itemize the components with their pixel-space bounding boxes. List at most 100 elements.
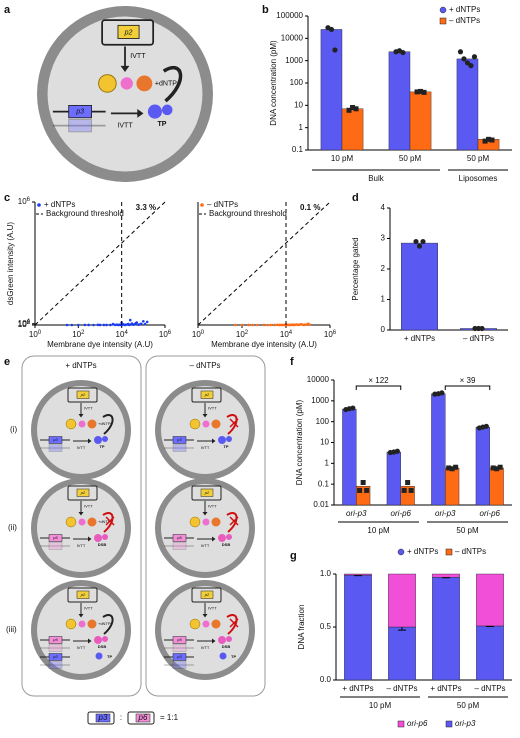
legend-marker bbox=[445, 720, 453, 728]
diagonal-threshold bbox=[197, 201, 331, 326]
cell-text: TP bbox=[107, 654, 112, 659]
x-tick-label: 104 bbox=[116, 330, 129, 340]
product bbox=[161, 104, 173, 116]
data-point bbox=[416, 243, 423, 249]
cell-text: p3 bbox=[52, 654, 58, 659]
molecule bbox=[65, 618, 77, 630]
data-point bbox=[123, 323, 127, 327]
data-point bbox=[266, 323, 270, 327]
cell-text: IVTT bbox=[201, 645, 210, 650]
legend-label: – dNTPs bbox=[455, 547, 486, 556]
data-point bbox=[364, 487, 370, 493]
cell-text: p2 bbox=[124, 29, 133, 36]
x-tick-label: + dNTPs bbox=[430, 684, 461, 693]
column-box bbox=[145, 355, 266, 697]
product bbox=[147, 104, 162, 119]
x-tick-label: – dNTPs bbox=[386, 684, 417, 693]
panel-label: e bbox=[4, 356, 10, 368]
product bbox=[102, 436, 108, 442]
y-tick-label: 10000 bbox=[307, 375, 330, 384]
cell-text: IVTT bbox=[208, 406, 217, 411]
data-point bbox=[357, 487, 363, 493]
arrow-head bbox=[202, 614, 208, 618]
group-label: Bulk bbox=[368, 174, 385, 183]
data-point bbox=[405, 480, 411, 486]
data-point bbox=[490, 465, 496, 471]
data-point bbox=[273, 323, 276, 327]
gene-box bbox=[48, 661, 63, 669]
cell-text: +dNTPs bbox=[98, 421, 113, 426]
annotation: 3.3 % bbox=[136, 203, 156, 212]
arrow-head bbox=[88, 438, 92, 444]
x-tick-label: 106 bbox=[159, 330, 172, 340]
footer-sep: : bbox=[120, 713, 122, 722]
panel-label: f bbox=[290, 356, 294, 368]
y-tick-label: 0 bbox=[381, 325, 386, 334]
x-tick-label: 104 bbox=[280, 330, 293, 340]
data-point bbox=[413, 238, 419, 245]
cell-interior bbox=[37, 484, 125, 572]
data-point bbox=[299, 323, 302, 326]
legend-label: ori-p6 bbox=[407, 719, 428, 728]
cell-text: IVTT bbox=[84, 406, 93, 411]
product bbox=[218, 534, 226, 542]
data-point bbox=[482, 138, 488, 144]
plasmid bbox=[67, 587, 98, 603]
x-axis-label: Membrane dye intensity (A.U) bbox=[47, 340, 153, 349]
data-point bbox=[400, 49, 406, 56]
x-tick-label: 102 bbox=[236, 330, 249, 340]
loop-arrow bbox=[226, 512, 238, 533]
data-point bbox=[483, 423, 489, 429]
legend-label: ori-p3 bbox=[455, 719, 476, 728]
y-tick-label: 100 bbox=[290, 78, 304, 87]
data-point bbox=[449, 466, 455, 472]
bar bbox=[388, 51, 411, 151]
cell-text: p2 bbox=[204, 490, 210, 495]
y-tick-label: 10 bbox=[294, 100, 303, 109]
molecule bbox=[189, 516, 201, 528]
molecule bbox=[78, 420, 86, 428]
data-point bbox=[308, 323, 312, 326]
gene-box bbox=[172, 444, 187, 452]
x-tick-label: ori-p3 bbox=[346, 509, 367, 518]
data-point bbox=[461, 56, 467, 62]
legend-marker bbox=[445, 548, 453, 556]
molecule bbox=[98, 74, 117, 93]
data-point bbox=[256, 323, 259, 327]
gene-icon bbox=[95, 713, 111, 723]
bar-segment bbox=[344, 573, 372, 576]
cell-text: p2 bbox=[80, 392, 86, 397]
data-point bbox=[421, 89, 427, 95]
molecule bbox=[87, 517, 97, 527]
gene-box bbox=[172, 436, 187, 444]
x-tick-label: + dNTPs bbox=[404, 334, 435, 343]
cell-text: p2 bbox=[80, 592, 86, 597]
y-axis-label: DNA fraction bbox=[297, 605, 306, 650]
y-tick-label: 104 bbox=[18, 318, 31, 328]
data-point bbox=[134, 321, 138, 325]
gene-box bbox=[48, 534, 63, 542]
data-point bbox=[328, 26, 335, 33]
plasmid bbox=[191, 485, 222, 501]
data-point bbox=[287, 323, 291, 327]
x-tick-label: 50 pM bbox=[467, 154, 490, 163]
data-point bbox=[247, 323, 250, 327]
gene-box bbox=[172, 661, 187, 669]
cell-text: IVTT bbox=[208, 606, 217, 611]
legend-marker bbox=[397, 548, 405, 556]
gene-box bbox=[172, 542, 187, 550]
y-tick-label: 1 bbox=[381, 295, 386, 304]
arrow-head bbox=[78, 512, 84, 516]
y-tick-label: 100 bbox=[18, 320, 31, 330]
bar-segment bbox=[344, 574, 372, 681]
y-tick-label: 0.0 bbox=[320, 675, 332, 684]
y-tick-label: 0.01 bbox=[313, 500, 329, 509]
data-point bbox=[142, 320, 145, 323]
data-point bbox=[115, 323, 119, 326]
cell-text: p3 bbox=[176, 437, 182, 442]
legend-label: + dNTPs bbox=[449, 5, 480, 14]
cell-text: IVTT bbox=[208, 504, 217, 509]
bracket bbox=[444, 385, 491, 390]
